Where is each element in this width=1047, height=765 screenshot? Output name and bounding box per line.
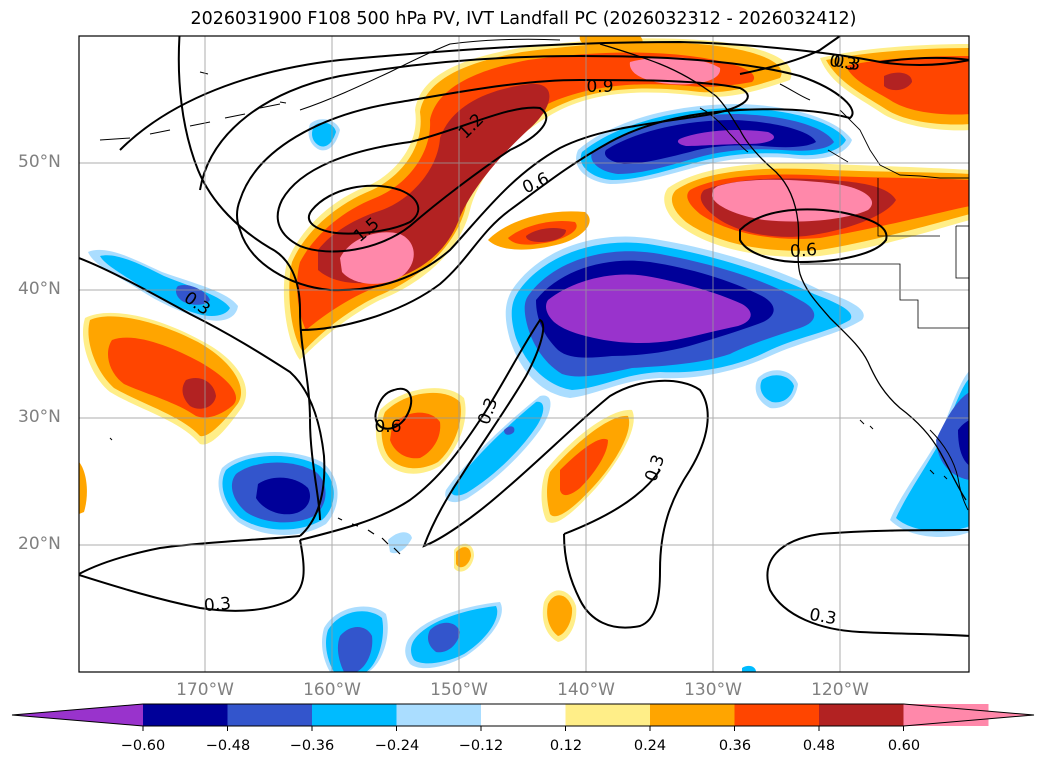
colorbar-tick-label: 0.48 [802, 738, 836, 754]
colorbar-segment [481, 704, 566, 726]
colorbar-tick-label: −0.24 [374, 738, 420, 754]
colorbar-segment [650, 704, 735, 726]
lon-label: 120°W [811, 680, 869, 700]
colorbar-segment [227, 704, 313, 726]
colorbar-tick-label: −0.12 [458, 738, 504, 754]
colorbar-tick-label: 0.12 [549, 738, 583, 754]
map-frame [78, 35, 970, 673]
lon-label: 160°W [303, 680, 361, 700]
contour-label: 0.3 [828, 51, 858, 75]
colorbar-segment [396, 704, 482, 726]
lon-label: 170°W [176, 680, 234, 700]
colorbar-segment [312, 704, 397, 726]
colorbar-segment [565, 704, 651, 726]
lat-label: 50°N [18, 152, 61, 172]
gridlines [79, 36, 969, 672]
map-title: 2026031900 F108 500 hPa PV, IVT Landfall… [190, 9, 857, 29]
colorbar-tick-label: −0.36 [289, 738, 335, 754]
contour-label: 0.3 [474, 395, 502, 427]
filled-field [79, 36, 969, 672]
contour-label: 0.6 [789, 240, 818, 262]
colorbar-extend-right [903, 704, 1034, 726]
colorbar-extend-left [12, 704, 143, 726]
colorbar-tick-label: 0.24 [633, 738, 667, 754]
coastline-alaska [299, 38, 561, 111]
contour-label: 0.3 [641, 452, 669, 484]
colorbar-tick-label: 0.60 [887, 738, 921, 754]
colorbar-segment [143, 704, 228, 726]
lon-label: 130°W [684, 680, 742, 700]
colorbar-tick-label: 0.36 [718, 738, 752, 754]
colorbar-tick-label: −0.48 [205, 738, 251, 754]
contour-label: 0.3 [832, 51, 862, 75]
contour-label: 0.6 [374, 417, 401, 437]
lat-label: 40°N [18, 279, 61, 299]
coastline-north-america [599, 43, 967, 501]
lon-label: 140°W [557, 680, 615, 700]
contour-label: 0.9 [586, 77, 613, 97]
contour-label: 0.3 [203, 594, 232, 616]
positive-band-northwest [283, 38, 792, 360]
colorbar-segment [819, 704, 904, 726]
lat-label: 20°N [18, 534, 61, 554]
colorbar-tick-label: −0.60 [120, 738, 166, 754]
lon-label: 150°W [430, 680, 488, 700]
contour-label: 0.3 [808, 605, 838, 629]
colorbar [11, 703, 1035, 731]
colorbar-segment [734, 704, 820, 726]
lat-label: 30°N [18, 407, 61, 427]
positive-core-northwest [340, 232, 414, 284]
